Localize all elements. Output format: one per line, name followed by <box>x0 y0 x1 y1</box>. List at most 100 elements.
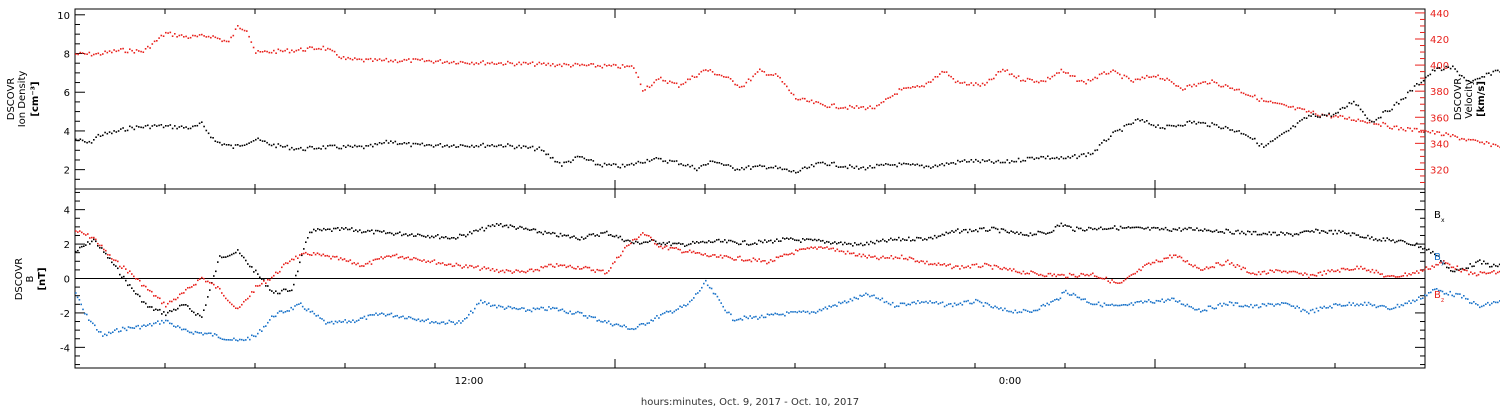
velocity-point <box>595 66 597 68</box>
by-point <box>911 302 913 304</box>
by-point <box>643 323 645 325</box>
by-point <box>979 301 981 303</box>
density-point <box>1405 97 1407 99</box>
velocity-point <box>1281 103 1283 105</box>
density-point <box>1484 76 1486 78</box>
bx-point <box>1414 245 1416 247</box>
by-point <box>462 320 464 322</box>
bx-point <box>393 234 395 236</box>
density-point <box>224 143 226 145</box>
velocity-point <box>431 61 433 63</box>
density-point <box>719 162 721 164</box>
velocity-point <box>559 64 561 66</box>
velocity-point <box>1459 139 1461 141</box>
by-point <box>942 302 944 304</box>
density-point <box>1013 161 1015 163</box>
density-point <box>552 157 554 159</box>
bx-point <box>1212 231 1214 233</box>
by-point <box>1252 307 1254 309</box>
by-point <box>233 338 235 340</box>
by-point <box>521 307 523 309</box>
bx-point <box>461 234 463 236</box>
density-point <box>716 162 718 164</box>
density-point <box>638 161 640 163</box>
velocity-point <box>1331 117 1333 119</box>
by-point <box>983 305 985 307</box>
density-point <box>570 162 572 164</box>
velocity-point <box>309 46 311 48</box>
velocity-point <box>1227 85 1229 87</box>
velocity-tick-label: 380 <box>1430 87 1449 98</box>
bx-point <box>649 240 651 242</box>
bx-point <box>637 242 639 244</box>
bx-point <box>957 228 959 230</box>
velocity-point <box>941 71 943 73</box>
bx-point <box>818 239 820 241</box>
velocity-point <box>262 51 264 53</box>
bz-point <box>79 230 81 232</box>
bz-point <box>217 286 219 288</box>
velocity-point <box>696 76 698 78</box>
density-point <box>588 159 590 161</box>
bx-point <box>1218 231 1220 233</box>
density-point <box>732 167 734 169</box>
bx-point <box>1305 230 1307 232</box>
density-point <box>1072 156 1074 158</box>
velocity-point <box>1135 79 1137 81</box>
bx-point <box>447 238 449 240</box>
density-point <box>1225 126 1227 128</box>
bx-point <box>1047 232 1049 234</box>
density-point <box>1236 131 1238 133</box>
density-point <box>455 146 457 148</box>
by-point <box>790 311 792 313</box>
bx-point <box>1035 234 1037 236</box>
density-point <box>1151 124 1153 126</box>
bx-point <box>425 236 427 238</box>
bz-point <box>265 282 267 284</box>
velocity-point <box>1022 80 1024 82</box>
velocity-point <box>170 32 172 34</box>
bz-point <box>207 281 209 283</box>
by-point <box>80 304 82 306</box>
density-point <box>473 146 475 148</box>
density-point <box>1108 139 1110 141</box>
by-point <box>118 331 120 333</box>
bx-point <box>1363 237 1365 239</box>
by-point <box>243 340 245 342</box>
density-point <box>671 160 673 162</box>
bx-point <box>129 284 131 286</box>
by-point <box>130 327 132 329</box>
bx-point <box>1098 228 1100 230</box>
bx-point <box>1265 233 1267 235</box>
bx-point <box>504 225 506 227</box>
by-point <box>825 307 827 309</box>
density-point <box>1119 129 1121 131</box>
bz-point <box>600 270 602 272</box>
bx-point <box>645 241 647 243</box>
by-point <box>873 295 875 297</box>
density-point <box>737 169 739 171</box>
density-point <box>971 159 973 161</box>
density-point <box>397 144 399 146</box>
bz-point <box>289 261 291 263</box>
bz-point <box>699 252 701 254</box>
density-point <box>667 162 669 164</box>
velocity-point <box>581 64 583 66</box>
velocity-point <box>1310 112 1312 114</box>
bz-point <box>542 267 544 269</box>
by-point <box>1387 308 1389 310</box>
velocity-point <box>215 37 217 39</box>
by-point <box>1227 304 1229 306</box>
bx-point <box>473 230 475 232</box>
velocity-point <box>1151 76 1153 78</box>
bz-point <box>492 268 494 270</box>
bx-point <box>1171 230 1173 232</box>
density-point <box>183 127 185 129</box>
velocity-point <box>363 61 365 63</box>
velocity-point <box>1092 79 1094 81</box>
velocity-point <box>296 50 298 52</box>
by-point <box>923 302 925 304</box>
density-point <box>86 142 88 144</box>
by-point <box>654 317 656 319</box>
by-point <box>285 311 287 313</box>
